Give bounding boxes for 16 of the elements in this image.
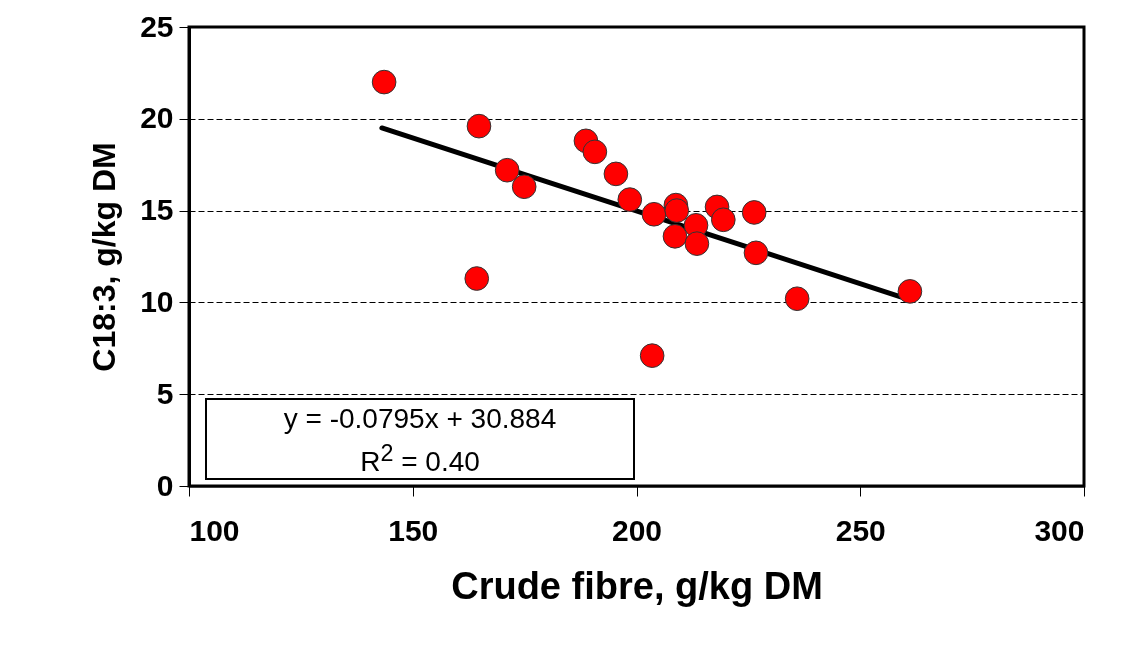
y-axis-title: C18:3, g/kg DM — [86, 142, 123, 372]
x-tick-label: 300 — [1034, 513, 1085, 547]
x-tick-label: 200 — [611, 513, 663, 547]
y-tick-label: 0 — [156, 468, 174, 502]
y-tick-label: 5 — [156, 376, 174, 410]
x-tick-label: 150 — [388, 513, 439, 547]
annotation: y = -0.0795x + 30.884 — [282, 402, 558, 436]
y-tick-label: 20 — [140, 101, 174, 135]
equation-box: y = -0.0795x + 30.884 R$^{2}$ = 0.40 — [205, 398, 635, 480]
y-tick-label: 10 — [140, 284, 174, 318]
x-axis-title: Crude fibre, g/kg DM — [451, 564, 823, 607]
y-tick-label: 15 — [140, 193, 174, 227]
x-tick-label: 250 — [835, 513, 886, 547]
annotation: R$^{2}$ = 0.40 — [359, 439, 481, 480]
y-tick-label: 25 — [140, 9, 174, 43]
x-tick-label: 100 — [189, 513, 240, 547]
